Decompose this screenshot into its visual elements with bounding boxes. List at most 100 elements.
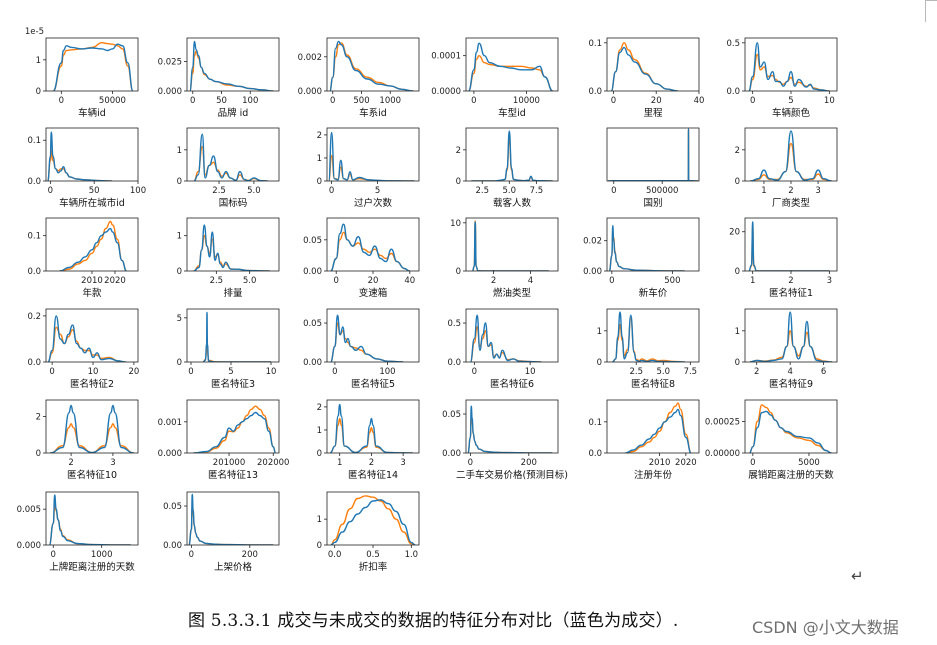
x-tick-label: 200: [242, 550, 258, 560]
y-tick-label: 1: [735, 327, 740, 337]
y-tick-label: 0.0: [588, 87, 602, 97]
y-tick-label: 0.025: [158, 58, 182, 68]
plot-frame: [606, 37, 700, 92]
x-tick-label: 50: [216, 96, 227, 106]
x-tick-label: 2.5: [212, 186, 226, 196]
y-tick-label: 2: [36, 412, 41, 422]
subplot-10: 2.5 5.0 7.5 0 2 载客人数: [456, 127, 559, 209]
page-corner-border-horizontal: [925, 0, 937, 1]
x-tick-label: 500000: [646, 186, 678, 196]
series-traded-line: [749, 311, 833, 362]
subplot-4: 0 10000 0.0000 0.0001 车型id: [431, 37, 559, 119]
y-tick-label: 0.05: [442, 410, 461, 420]
x-tick-label: 10: [88, 367, 99, 377]
series-traded-line: [467, 405, 553, 453]
x-axis-label: 车辆id: [78, 107, 106, 119]
plot-frame: [326, 37, 420, 92]
series-traded-line: [612, 311, 685, 362]
x-tick-label: 0: [750, 458, 755, 468]
x-tick-label: 1000: [91, 550, 113, 560]
plot-frame: [606, 127, 700, 182]
series-traded-line: [749, 410, 832, 453]
x-tick-label: 0: [333, 276, 338, 286]
x-tick-label: 1: [761, 186, 766, 196]
subplot-2: 0 50 100 0.000 0.025 品牌 id: [158, 37, 280, 119]
y-tick-label: 1: [36, 56, 41, 66]
x-tick-label: 40: [694, 96, 705, 106]
x-tick-label: 2.5: [629, 367, 643, 377]
plot-frame: [186, 37, 280, 92]
series-untraded-line: [329, 42, 414, 91]
x-tick-label: 0: [189, 550, 194, 560]
x-tick-label: 100: [130, 186, 146, 196]
series-untraded-line: [59, 220, 127, 271]
x-axis-label: 国标码: [219, 197, 248, 209]
subplot-28: 0 200 0.00 0.05 二手车交易价格(预测目标): [442, 399, 568, 481]
plot-frame: [326, 127, 420, 182]
y-tick-label: 2: [317, 131, 322, 141]
series-untraded-line: [748, 53, 830, 91]
plot-frame: [744, 399, 838, 454]
series-traded-line: [330, 499, 416, 545]
series-traded-line: [748, 42, 830, 91]
plot-frame: [326, 399, 420, 454]
x-tick-label: 0: [611, 96, 616, 106]
x-tick-label: 0: [472, 367, 477, 377]
x-axis-label: 注册年份: [634, 469, 673, 481]
series-traded-line: [48, 494, 131, 545]
x-tick-label: 50000: [99, 96, 126, 106]
y-tick-label: 0: [317, 541, 322, 551]
x-tick-label: 4: [787, 367, 792, 377]
plot-frame: [465, 217, 559, 272]
x-tick-label: 0: [468, 458, 473, 468]
x-tick-label: 2.5: [475, 186, 489, 196]
plot-frame: [45, 308, 139, 363]
x-tick-label: 40: [404, 276, 415, 286]
plot-frame: [45, 399, 139, 454]
subplot-24: 2 4 6 0 1 匿名特征9: [735, 308, 838, 390]
x-tick-label: 2: [491, 276, 496, 286]
subplot-23: 2.5 5.0 7.5 0 1 匿名特征8: [597, 308, 700, 390]
series-untraded-line: [188, 505, 274, 545]
y-tick-label: 5: [177, 314, 182, 324]
y-tick-label: 0: [177, 358, 182, 368]
series-traded-line: [750, 130, 832, 181]
series-traded-line: [469, 314, 542, 362]
subplot-6: 0 5 10 0.0 0.5 车辆颜色: [726, 37, 838, 119]
y-tick-label: 0: [177, 267, 182, 277]
x-tick-label: 1000: [379, 96, 401, 106]
y-tick-label: 0.00: [303, 267, 322, 277]
y-tick-label: 2: [735, 146, 740, 156]
y-tick-label: 20: [729, 228, 740, 238]
x-tick-label: 5000: [798, 458, 820, 468]
plot-frame: [186, 399, 280, 454]
plot-frame: [465, 308, 559, 363]
plot-frame: [744, 127, 838, 182]
x-tick-label: 0: [750, 96, 755, 106]
y-tick-label: 0.05: [163, 502, 182, 512]
plot-frame: [326, 491, 420, 546]
series-traded-line: [471, 130, 553, 181]
subplot-21: 0 100 0.00 0.05 匿名特征5: [303, 308, 420, 390]
x-tick-label: 10: [266, 367, 277, 377]
x-axis-label: 折扣率: [359, 561, 388, 573]
x-tick-label: 0: [48, 186, 53, 196]
x-tick-label: 0: [611, 186, 616, 196]
series-traded-line: [329, 403, 413, 453]
y-tick-label: 0.0: [27, 267, 41, 277]
x-tick-label: 0: [471, 96, 476, 106]
y-tick-label: 0.2: [27, 312, 41, 322]
x-tick-label: 20: [368, 276, 379, 286]
x-axis-label: 上牌距离注册的天数: [49, 561, 135, 573]
x-axis-label: 厂商类型: [772, 197, 811, 209]
subplot-8: 2.5 5.0 0 1 国标码: [177, 127, 280, 209]
subplot-30: 0 5000 0.00000 0.00025 展销距离注册的天数: [705, 399, 838, 481]
y-tick-label: 0.0: [27, 177, 41, 187]
plot-frame: [465, 37, 559, 92]
plot-frame: [326, 308, 420, 363]
plot-frame: [744, 308, 838, 363]
x-tick-label: 2: [754, 367, 759, 377]
